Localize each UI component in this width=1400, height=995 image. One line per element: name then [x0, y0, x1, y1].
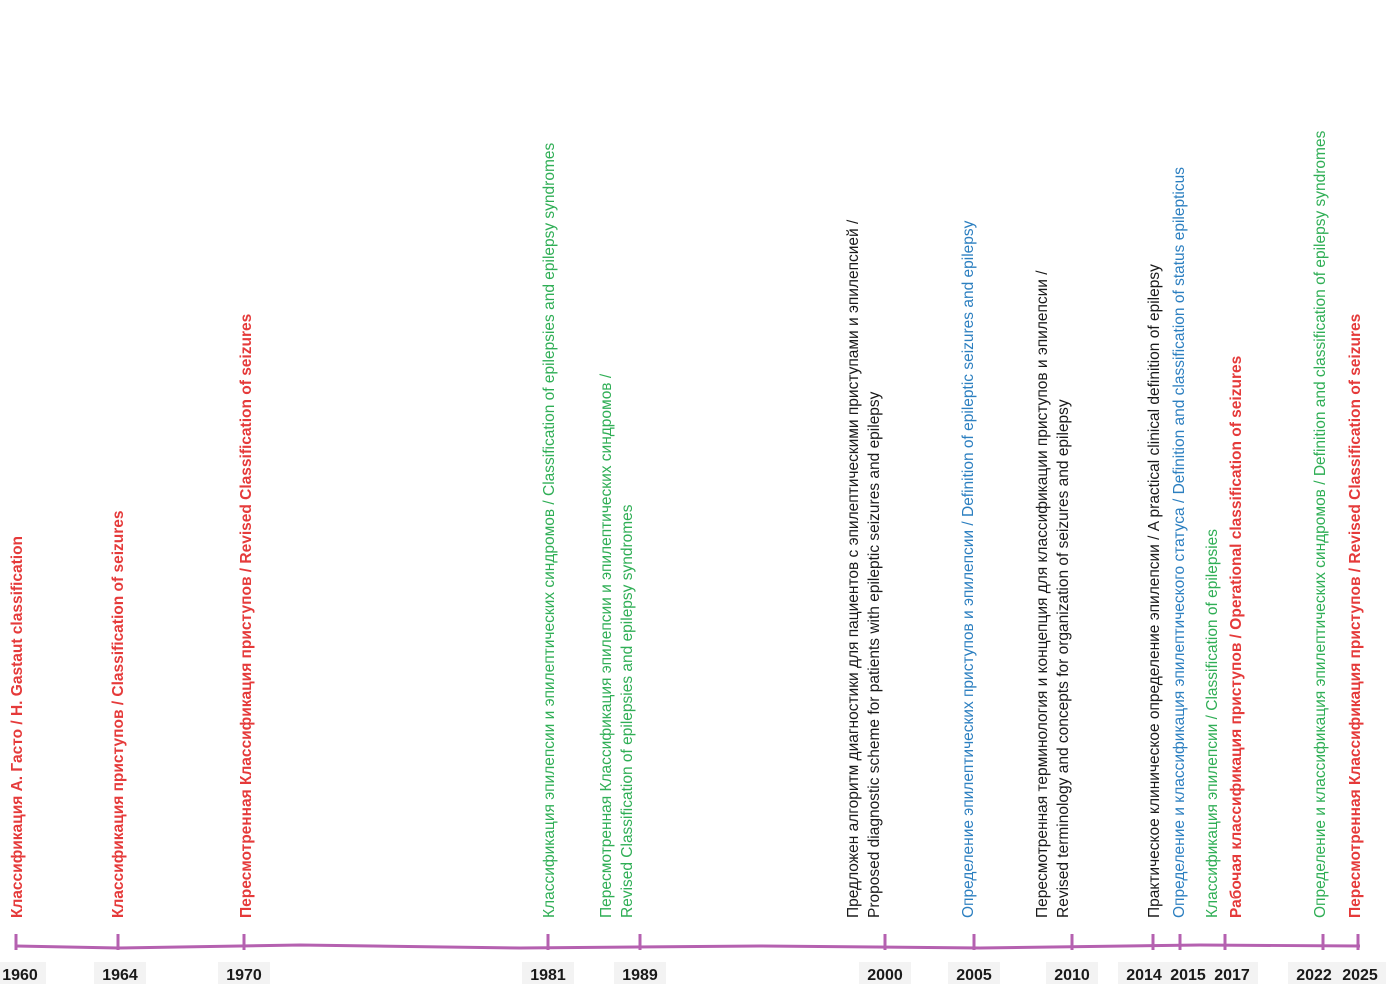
event-label-line: Пересмотренная Классификация приступов /… [238, 314, 255, 918]
year-label-1981: 1981 [530, 967, 566, 984]
year-label-bg [1162, 962, 1214, 984]
event-2014-8: Практическое клиническое определение эпи… [1146, 264, 1163, 918]
year-label-2000: 2000 [867, 967, 903, 984]
event-1981-3: Классификация эпилепсии и эпилептических… [541, 143, 558, 918]
year-label-bg [218, 962, 270, 984]
event-label-line: Рабочая классификация приступов / Operat… [1228, 356, 1245, 918]
event-label-line: Revised Classification of epilepsies and… [619, 504, 636, 918]
year-label-2010: 2010 [1054, 967, 1090, 984]
timeline-axis [15, 943, 1361, 950]
event-label-line: Предложен алгоритм диагностики для пацие… [845, 219, 862, 918]
year-label-2015: 2015 [1170, 967, 1206, 984]
event-label-line: Определение и классификация эпилептическ… [1171, 167, 1188, 918]
event-2015-9: Определение и классификация эпилептическ… [1171, 167, 1188, 918]
year-label-bg [1046, 962, 1098, 984]
event-label-line: Пересмотренная терминология и концепция … [1034, 270, 1051, 918]
event-label-line: Proposed diagnostic scheme for patients … [866, 391, 883, 918]
event-labels: Классификация А. Гасто / H. Gastaut clas… [9, 130, 1364, 918]
year-label-bg [94, 962, 146, 984]
year-label-2005: 2005 [956, 967, 992, 984]
year-labels: 1960 1964 1970 1981 1989 2000 2005 2010 2014 2015… [0, 962, 1386, 984]
year-label-bg [614, 962, 666, 984]
event-label-line: Классификация А. Гасто / H. Gastaut clas… [9, 536, 26, 918]
event-2022-12: Определение и классификация эпилептическ… [1312, 130, 1329, 918]
event-2000-5: Предложен алгоритм диагностики для пацие… [845, 219, 883, 918]
event-2005-6: Определение эпилептических приступов и э… [960, 220, 977, 918]
event-1960-0: Классификация А. Гасто / H. Gastaut clas… [9, 536, 26, 918]
year-label-1970: 1970 [226, 967, 262, 984]
year-label-2017: 2017 [1214, 967, 1250, 984]
event-label-line: Классификация эпилепсии / Classification… [1204, 529, 1221, 918]
year-label-2025: 2025 [1342, 967, 1378, 984]
event-2017-11: Рабочая классификация приступов / Operat… [1228, 356, 1245, 918]
year-label-bg [1118, 962, 1170, 984]
event-label-line: Определение и классификация эпилептическ… [1312, 130, 1329, 918]
year-label-2022: 2022 [1296, 967, 1332, 984]
year-label-bg [1334, 962, 1386, 984]
event-label-line: Пересмотренная Классификация приступов /… [1347, 314, 1364, 918]
year-label-bg [948, 962, 1000, 984]
event-2025-13: Пересмотренная Классификация приступов /… [1347, 314, 1364, 918]
year-label-1989: 1989 [622, 967, 658, 984]
year-label-bg [522, 962, 574, 984]
event-1964-1: Классификация приступов / Classification… [110, 511, 127, 919]
year-ticks [14, 934, 1360, 950]
year-label-bg [859, 962, 911, 984]
year-label-2014: 2014 [1126, 967, 1162, 984]
event-label-line: Определение эпилептических приступов и э… [960, 220, 977, 918]
event-label-line: Практическое клиническое определение эпи… [1146, 264, 1163, 918]
event-1989-4: Пересмотренная Классификация эпилепсии и… [598, 373, 636, 918]
year-label-bg [0, 962, 46, 984]
year-label-1960: 1960 [2, 967, 38, 984]
event-1970-2: Пересмотренная Классификация приступов /… [238, 314, 255, 918]
event-2017-10: Классификация эпилепсии / Classification… [1204, 529, 1221, 918]
year-label-1964: 1964 [102, 967, 138, 984]
event-label-line: Классификация эпилепсии и эпилептических… [541, 143, 558, 918]
year-label-bg [1206, 962, 1258, 984]
event-label-line: Revised terminology and concepts for org… [1055, 399, 1072, 918]
year-label-bg [1288, 962, 1340, 984]
event-2010-7: Пересмотренная терминология и концепция … [1034, 270, 1072, 918]
event-label-line: Пересмотренная Классификация эпилепсии и… [598, 373, 615, 918]
event-label-line: Классификация приступов / Classification… [110, 511, 127, 919]
